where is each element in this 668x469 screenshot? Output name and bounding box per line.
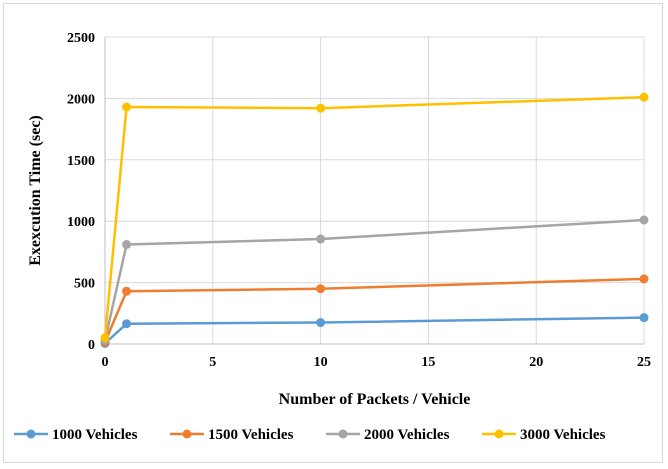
legend-label: 3000 Vehicles (520, 427, 606, 443)
y-tick-label: 2500 (67, 31, 95, 46)
chart-frame: 0 500 1000 1500 2000 2500 0 5 10 15 20 25 Number o… (3, 3, 663, 463)
legend: 1000 Vehicles 1500 Vehicles 2000 Vehicles 3… (14, 427, 606, 443)
data-point (122, 102, 132, 112)
legend-marker (182, 429, 192, 439)
data-point (639, 313, 649, 323)
legend-label: 1000 Vehicles (52, 427, 138, 443)
legend-item: 1000 Vehicles (14, 427, 138, 443)
series-2 (100, 274, 649, 347)
data-point (639, 215, 649, 225)
data-point (639, 92, 649, 102)
line-chart: 0 500 1000 1500 2000 2500 0 5 10 15 20 25 Number o… (14, 31, 652, 443)
y-tick-label: 500 (74, 277, 95, 292)
series-line (104, 316, 645, 345)
y-tick-label: 1500 (67, 154, 95, 169)
x-tick-label: 5 (209, 355, 216, 370)
y-axis-title: Exexcution Time (sec) (27, 115, 44, 266)
legend-item: 1500 Vehicles (170, 427, 294, 443)
legend-marker (26, 429, 36, 439)
legend-item: 2000 Vehicles (326, 427, 450, 443)
legend-marker (338, 429, 348, 439)
legend-label: 1500 Vehicles (208, 427, 294, 443)
x-axis-title: Number of Packets / Vehicle (279, 391, 471, 408)
series-line (103, 218, 645, 341)
x-tick-label: 25 (637, 355, 651, 370)
y-tick-label: 2000 (67, 92, 95, 107)
data-point (122, 240, 132, 250)
data-point (316, 103, 326, 113)
data-point (316, 234, 326, 244)
x-tick-label: 20 (529, 355, 543, 370)
legend-marker (494, 429, 504, 439)
data-point (316, 284, 326, 294)
data-point (100, 333, 110, 343)
data-point (316, 318, 326, 328)
x-tick-label: 0 (102, 355, 109, 370)
series-4 (100, 92, 649, 343)
x-tick-labels: 0 5 10 15 20 25 (102, 355, 652, 370)
series-1 (100, 313, 649, 348)
x-tick-label: 10 (314, 355, 328, 370)
data-point (639, 274, 649, 284)
series-line (103, 95, 645, 338)
legend-label: 2000 Vehicles (364, 427, 450, 443)
y-tick-label: 1000 (67, 215, 95, 230)
axes (104, 37, 644, 345)
data-point (122, 319, 132, 329)
y-tick-label: 0 (88, 338, 95, 353)
x-tick-label: 15 (421, 355, 435, 370)
data-point (122, 286, 132, 296)
gridlines (105, 36, 645, 344)
series-line (103, 277, 645, 343)
series-group (100, 92, 649, 348)
legend-item: 3000 Vehicles (482, 427, 606, 443)
y-tick-labels: 0 500 1000 1500 2000 2500 (67, 31, 95, 353)
